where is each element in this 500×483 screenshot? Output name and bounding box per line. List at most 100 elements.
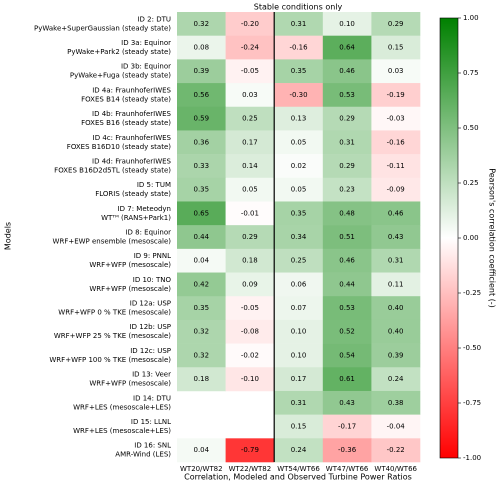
heatmap-cell (274, 319, 324, 344)
heatmap-cell (322, 319, 372, 344)
heatmap-cell (177, 272, 226, 297)
y-tick-label: ID 12c: USP (130, 347, 171, 355)
heatmap-cell (225, 343, 275, 368)
cell-label: 0.31 (339, 138, 355, 146)
y-tick-label: ID 8: Equinor (125, 229, 171, 237)
y-tick-label: FOXES B14 (steady state) (81, 95, 171, 103)
heatmap-cell (225, 130, 275, 155)
colorbar-tick-label: -0.50 (463, 344, 481, 352)
cell-label: 0.65 (194, 209, 210, 217)
heatmap-cell (177, 319, 226, 344)
cell-label: 0.10 (291, 351, 307, 359)
y-tick-label: ID 14: DTU (133, 394, 171, 402)
heatmap-cell (371, 106, 421, 131)
cell-label: -0.20 (241, 20, 259, 28)
y-tick-label: PyWake+Park2 (steady state) (67, 48, 171, 56)
cell-label: -0.01 (241, 209, 259, 217)
heatmap-cell (274, 438, 324, 463)
heatmap-cell (274, 248, 324, 273)
y-tick-label: WTᵀᴹ (RANS+Park1) (101, 214, 171, 222)
heatmap-cell (225, 438, 275, 463)
cell-label: 0.54 (339, 351, 355, 359)
heatmap-cell (177, 438, 226, 463)
y-tick-label: ID 12b: USP (130, 323, 171, 331)
colorbar-tick-label: 0.00 (463, 234, 479, 242)
heatmap-cell (225, 106, 275, 131)
cell-label: 0.07 (291, 304, 307, 312)
heatmap-cell (225, 177, 275, 202)
cell-label: 0.35 (291, 67, 307, 75)
heatmap-cell (371, 201, 421, 226)
heatmap-cell (322, 201, 372, 226)
heatmap-cell (322, 272, 372, 297)
heatmap-cell (225, 154, 275, 179)
heatmap-cell (322, 130, 372, 155)
heatmap-cell (322, 225, 372, 250)
cell-label: 0.35 (194, 186, 210, 194)
heatmap-cell (177, 296, 226, 321)
y-tick-label: ID 7: Meteodyn (118, 205, 171, 213)
heatmap-cell (371, 296, 421, 321)
y-tick-label: ID 5: TUM (137, 181, 171, 189)
cell-label: 0.18 (242, 257, 258, 265)
y-tick-label: ID 4b: FraunhoferIWES (92, 110, 171, 118)
heatmap-cell (225, 272, 275, 297)
y-tick-label: ID 15: LLNL (131, 418, 171, 426)
cell-label: 0.64 (339, 44, 355, 52)
cell-label: 0.38 (388, 399, 404, 407)
y-tick-label: ID 3a: Equinor (121, 39, 171, 47)
y-tick-label: ID 4c: FraunhoferIWES (93, 134, 172, 142)
cell-label: -0.36 (338, 446, 357, 454)
cell-label: -0.05 (241, 67, 259, 75)
cell-label: -0.09 (387, 186, 405, 194)
heatmap-cell (371, 248, 421, 273)
cell-label: 0.40 (388, 328, 404, 336)
heatmap-cell (274, 390, 324, 415)
heatmap-cell (371, 390, 421, 415)
heatmap-cell (371, 367, 421, 392)
y-tick-label: WRF+WFP 25 % TKE (mesoscale) (54, 332, 171, 340)
cell-label: 0.02 (291, 162, 307, 170)
cell-label: 0.25 (242, 115, 258, 123)
cell-label: 0.31 (291, 20, 307, 28)
cell-label: -0.79 (241, 446, 259, 454)
heatmap-cell (225, 248, 275, 273)
heatmap-cell (177, 83, 226, 108)
heatmap-cell (177, 35, 226, 60)
heatmap-cell (274, 201, 324, 226)
cell-label: 0.56 (194, 91, 210, 99)
cell-label: -0.16 (289, 44, 308, 52)
heatmap-cell (322, 390, 372, 415)
heatmap-cell (225, 367, 275, 392)
cell-label: 0.25 (291, 257, 307, 265)
cell-label: 0.46 (339, 257, 355, 265)
cell-label: 0.36 (194, 138, 210, 146)
cell-label: 0.44 (194, 233, 210, 241)
colorbar-tick-label: -0.75 (463, 399, 481, 407)
cell-label: 0.51 (339, 233, 355, 241)
y-tick-label: ID 3b: Equinor (121, 63, 171, 71)
colorbar-tick-label: -0.25 (463, 289, 481, 297)
cell-label: -0.24 (241, 44, 260, 52)
cell-label: 0.15 (388, 44, 404, 52)
x-tick-label: WT47/WT66 (326, 465, 369, 473)
heatmap-cell (177, 106, 226, 131)
y-tick-label: ID 16: SNL (134, 442, 171, 450)
heatmap-cell (177, 201, 226, 226)
cell-label: -0.17 (338, 422, 356, 430)
heatmap-cell (322, 154, 372, 179)
heatmap-cell (322, 106, 372, 131)
heatmap-cell (322, 296, 372, 321)
cell-label: 0.52 (339, 328, 355, 336)
y-tick-label: FOXES B16D10 (steady state) (67, 143, 171, 151)
heatmap-cell (177, 343, 226, 368)
colorbar-tick-label: -1.00 (463, 454, 481, 462)
cell-label: 0.03 (388, 67, 404, 75)
heatmap-cell (177, 59, 226, 84)
cell-label: -0.16 (387, 138, 406, 146)
chart-title: Stable conditions only (254, 3, 343, 12)
heatmap-cell (225, 35, 275, 60)
cell-label: 0.48 (339, 209, 355, 217)
y-tick-label: PyWake+SuperGaussian (steady state) (34, 24, 171, 32)
heatmap-cell (274, 177, 324, 202)
